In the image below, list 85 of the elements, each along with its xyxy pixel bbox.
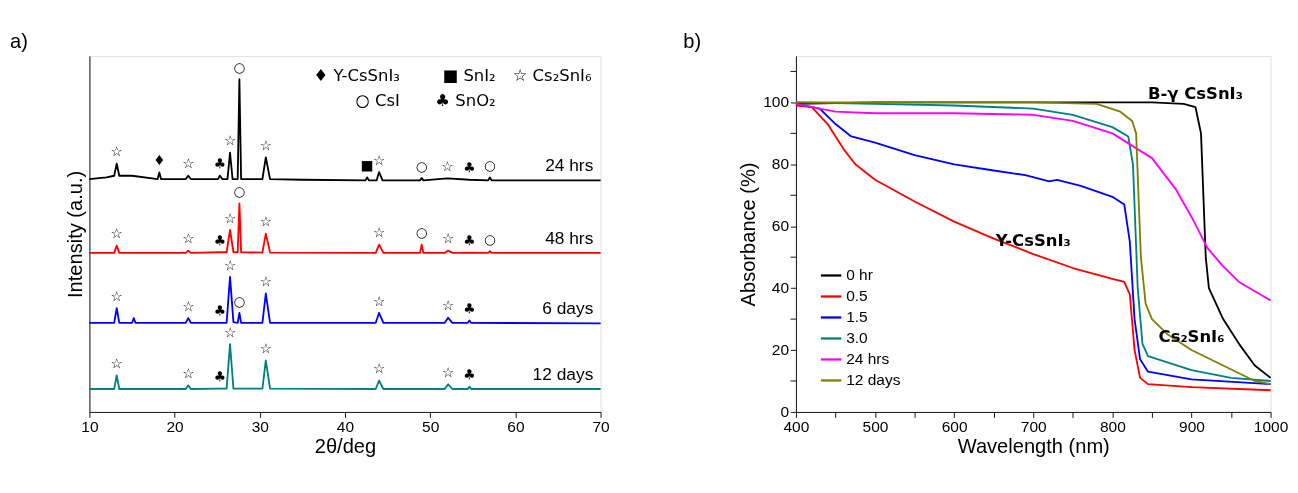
x-tick-label: 20 [166, 417, 185, 435]
annotation: ♣ [213, 155, 226, 172]
annotation: ♦ Y-CsSnI₃ [313, 65, 400, 85]
x-tick-label: 700 [1020, 417, 1048, 435]
legend-label: 0.5 [846, 287, 868, 305]
chart-title: a) [10, 29, 28, 52]
annotation: ■ [360, 157, 374, 174]
y-tick-label: 40 [771, 279, 790, 297]
x-tick-label: 1000 [1253, 417, 1289, 435]
annotation: ○ [233, 58, 246, 75]
annotation: ☆ [259, 340, 272, 357]
y-tick-label: 100 [763, 93, 790, 111]
annotation: ○ [483, 230, 496, 247]
x-axis-title: Wavelength (nm) [957, 435, 1110, 458]
x-tick-label: 800 [1099, 417, 1127, 435]
annotation: ☆ [259, 137, 272, 154]
x-tick-label: 30 [251, 417, 270, 435]
x-tick-label: 600 [941, 417, 968, 435]
x-tick-label: 400 [783, 417, 810, 435]
annotation: B-γ CsSnI₃ [1148, 83, 1243, 103]
legend-label: 12 days [846, 371, 901, 389]
annotation: ☆ [110, 225, 123, 242]
annotation: ☆ [110, 355, 123, 372]
legend-label: 24 hrs [846, 350, 890, 368]
annotation: ☆ [182, 365, 195, 382]
x-tick-label: 10 [81, 417, 99, 435]
annotation: ☆ [441, 158, 454, 175]
x-tick-label: 40 [336, 417, 355, 435]
line-series [795, 103, 1272, 302]
annotation: ♣ [463, 159, 476, 176]
annotation: ♣ SnO₂ [435, 91, 496, 111]
annotation: ☆ [182, 230, 195, 247]
annotation: ○ [483, 157, 496, 174]
y-axis-title: Absorbance (%) [737, 162, 760, 307]
annotation: ☆ [223, 209, 237, 226]
legend-label: 1.5 [846, 308, 868, 326]
annotation: ☆ [372, 151, 386, 168]
x-tick-label: 900 [1179, 417, 1206, 435]
annotation: ♣ [213, 302, 226, 319]
x-tick-label: 70 [592, 417, 611, 435]
annotation: Y-CsSnI₃ [994, 230, 1071, 250]
annotation: ☆ Cs₂SnI₆ [512, 65, 592, 85]
y-tick-label: 0 [780, 402, 790, 420]
annotation: ☆ [441, 230, 455, 247]
annotation: ☆ [182, 155, 195, 172]
y-tick-label: 60 [771, 217, 790, 235]
annotation: ♣ [213, 231, 226, 248]
annotation: ♣ [463, 366, 476, 383]
annotation: ○ CsI [355, 91, 400, 111]
series-label: 24 hrs [545, 155, 594, 176]
annotation: ☆ [441, 297, 455, 314]
x-tick-label: 50 [422, 417, 440, 435]
x-tick-label: 60 [507, 417, 525, 435]
annotation: ☆ [372, 224, 386, 241]
annotation: ☆ [182, 297, 195, 314]
annotation: ☆ [110, 287, 123, 304]
annotation: ☆ [441, 364, 455, 381]
legend-label: 0 hr [846, 266, 873, 284]
annotation: ☆ [110, 143, 123, 160]
y-axis-title: Intensity (a.u.) [63, 170, 86, 299]
y-tick-label: 20 [771, 341, 790, 359]
annotation: ☆ [259, 213, 272, 230]
series-label: 12 days [532, 363, 594, 384]
annotation: ☆ [223, 256, 237, 273]
series-label: 6 days [542, 298, 594, 319]
chart-title: b) [683, 29, 702, 52]
series-label: 48 hrs [545, 227, 594, 248]
annotation: ☆ [223, 132, 237, 149]
x-axis-title: 2θ/deg [314, 435, 377, 458]
annotation: ♣ [463, 232, 476, 249]
annotation: ○ [415, 224, 428, 241]
annotation: ♣ [213, 368, 226, 385]
x-tick-label: 500 [862, 417, 889, 435]
annotation: ○ [415, 157, 428, 174]
annotation: ♣ [463, 300, 476, 317]
legend-label: 3.0 [846, 329, 869, 347]
annotation: ○ [233, 292, 246, 309]
annotation: ♦ [153, 152, 166, 169]
y-tick-label: 80 [771, 155, 790, 173]
annotation: ☆ [223, 323, 237, 340]
annotation: ☆ [372, 360, 386, 377]
annotation: ☆ [372, 292, 386, 309]
annotation: ○ [233, 183, 246, 200]
annotation: ☆ [259, 273, 272, 290]
annotation: ■ SnI₂ [442, 65, 496, 85]
